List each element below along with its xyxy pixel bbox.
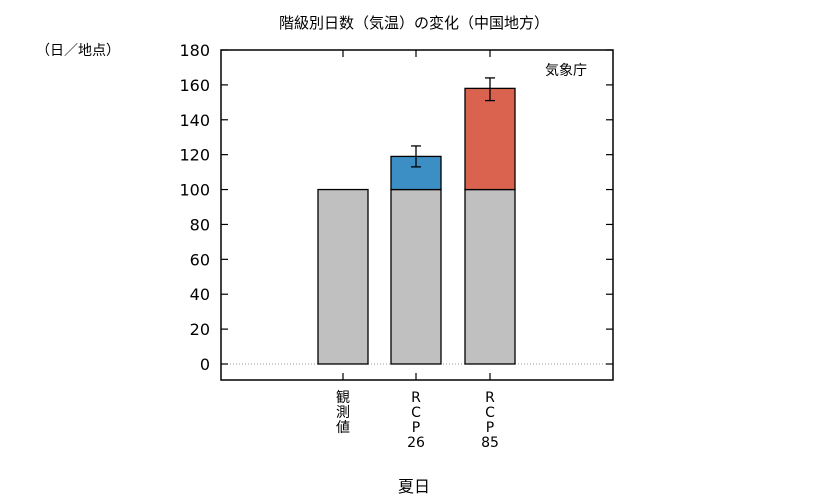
y-tick-label: 120 [179,146,210,165]
y-tick-label: 80 [190,215,210,234]
x-tick-label: 測 [336,405,350,421]
bar-0-segment-0 [317,188,369,365]
y-tick-label: 0 [200,355,210,374]
x-tick-label: 26 [407,435,425,451]
x-tick-label: R [485,390,495,406]
plot-frame [220,49,614,381]
x-tick-label: P [486,420,494,436]
x-tick-label: 85 [481,435,499,451]
x-tick-label: C [411,405,421,421]
x-tick-label: R [411,390,421,406]
y-tick-label: 180 [179,41,210,60]
y-tick-label: 40 [190,285,210,304]
x-tick-label: 値 [336,420,350,436]
y-tick-label: 60 [190,250,210,269]
source-label: 気象庁 [545,63,587,79]
x-axis-label: 夏日 [398,477,430,496]
y-tick-label: 160 [179,76,210,95]
y-tick-label: 100 [179,181,210,200]
bar-2-segment-1 [464,87,516,191]
x-tick-label: 観 [336,389,350,406]
y-tick-label: 140 [179,111,210,130]
bar-2-segment-0 [464,188,516,365]
bar-1-segment-0 [390,188,442,365]
x-tick-label: C [485,405,495,421]
y-axis-label: （日／地点） [36,43,120,59]
y-tick-label: 20 [190,320,210,339]
x-tick-label: P [412,420,420,436]
chart-title: 階級別日数（気温）の変化（中国地方） [279,14,549,32]
